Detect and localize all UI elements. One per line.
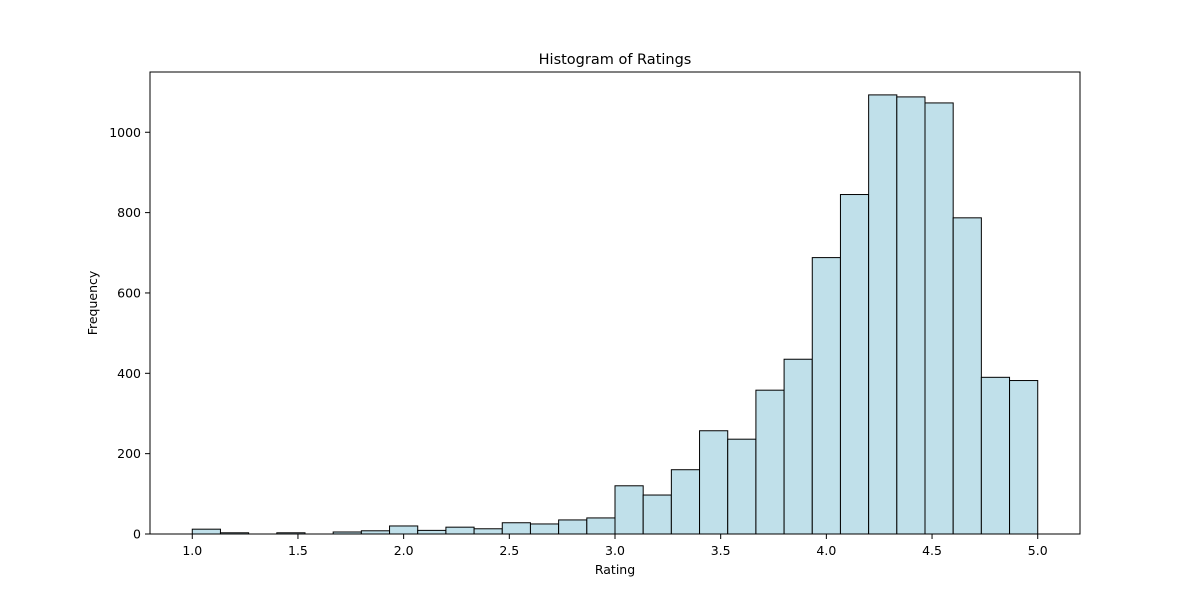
x-axis-label: Rating (595, 562, 635, 577)
y-tick-label: 0 (133, 527, 141, 542)
histogram-bar (642, 494, 672, 535)
histogram-bar (811, 257, 841, 535)
histogram-bar (614, 485, 644, 535)
histogram-bar (783, 358, 813, 535)
x-tick-label: 5.0 (1028, 543, 1048, 558)
y-tick-label: 400 (117, 366, 141, 381)
bars-group (191, 94, 1039, 535)
histogram-bar (191, 528, 221, 535)
histogram-bar (558, 519, 588, 535)
histogram-bar (445, 526, 475, 535)
histogram-bar (699, 430, 729, 535)
histogram-bar (501, 522, 531, 535)
x-tick-label: 1.0 (182, 543, 202, 558)
x-tick-label: 2.5 (499, 543, 519, 558)
histogram-bar (868, 94, 898, 535)
x-tick-label: 4.5 (922, 543, 942, 558)
histogram-bar (839, 194, 870, 535)
y-tick-label: 1000 (109, 125, 141, 140)
x-axis-ticks: 1.0 1.5 2.0 2.5 3.0 3.5 4.0 4.5 5.0 (182, 534, 1048, 558)
y-tick-label: 600 (117, 285, 141, 300)
histogram-bar (980, 376, 1011, 535)
histogram-bar (727, 438, 757, 535)
histogram-bar (896, 96, 926, 535)
y-axis-label: Frequency (85, 270, 100, 335)
x-tick-label: 3.0 (605, 543, 625, 558)
chart-title: Histogram of Ratings (539, 52, 692, 68)
histogram-bar (670, 469, 701, 535)
histogram-bar (924, 102, 954, 535)
y-tick-label: 800 (117, 205, 141, 220)
x-tick-label: 4.0 (816, 543, 836, 558)
histogram-bar (473, 528, 503, 535)
histogram-bar (529, 523, 560, 535)
histogram-bar (417, 529, 447, 535)
x-tick-label: 3.5 (711, 543, 731, 558)
y-axis-ticks: 0 200 400 600 800 1000 (109, 125, 150, 542)
histogram-bar (586, 517, 616, 535)
histogram-bar (389, 525, 419, 535)
histogram-bar (1009, 380, 1039, 535)
x-tick-label: 1.5 (288, 543, 308, 558)
x-tick-label: 2.0 (394, 543, 414, 558)
histogram-bar (755, 389, 785, 535)
histogram-bar (952, 217, 982, 535)
y-tick-label: 200 (117, 446, 141, 461)
